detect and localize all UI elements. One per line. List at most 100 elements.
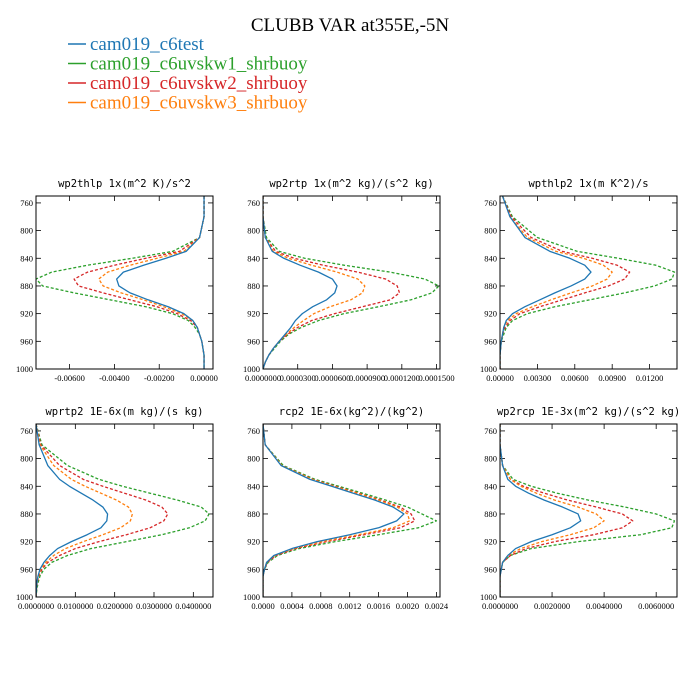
series-line <box>263 196 440 369</box>
panel-title: wpthlp2 1x(m K^2)/s <box>528 178 648 190</box>
y-tick-label: 840 <box>484 253 497 263</box>
y-tick-label: 1000 <box>243 592 260 602</box>
series-line <box>116 196 205 369</box>
y-tick-label: 920 <box>20 537 33 547</box>
y-tick-label: 1000 <box>243 364 260 374</box>
x-tick-label: 0.0040000 <box>586 601 622 611</box>
x-tick-label: 0.0001500 <box>418 373 454 383</box>
series-line <box>98 196 205 369</box>
y-tick-label: 960 <box>20 336 33 346</box>
x-tick-label: 0.00300 <box>524 373 552 383</box>
x-tick-label: -0.00200 <box>144 373 174 383</box>
x-tick-label: 0.0000900 <box>349 373 385 383</box>
x-tick-label: 0.0020000 <box>534 601 570 611</box>
panel-frame <box>499 195 678 370</box>
y-tick-label: 920 <box>20 309 33 319</box>
x-tick-label: 0.0000000 <box>245 373 281 383</box>
x-tick-label: 0.00000 <box>486 373 514 383</box>
x-tick-label: 0.00000 <box>190 373 218 383</box>
panel-title: wprtp2 1E-6x(m kg)/(s kg) <box>45 406 203 418</box>
panel: wp2thlp 1x(m^2 K)/s^2 760 800 840 880 920 960 1… <box>16 178 218 383</box>
series-line <box>263 196 338 369</box>
panel: wprtp2 1E-6x(m kg)/(s kg) 760 800 840 880 920… <box>16 406 214 611</box>
y-tick-label: 840 <box>247 481 260 491</box>
y-tick-label: 760 <box>247 426 260 436</box>
panel-frame <box>35 423 214 598</box>
x-tick-label: 0.0000300 <box>280 373 316 383</box>
x-tick-label: 0.0001200 <box>384 373 420 383</box>
legend-entry: cam019_c6uvskw1_shrbuoy <box>90 54 308 75</box>
y-tick-label: 920 <box>484 309 497 319</box>
y-tick-label: 760 <box>484 426 497 436</box>
y-tick-label: 920 <box>247 309 260 319</box>
x-tick-label: 0.0004 <box>280 601 304 611</box>
y-tick-label: 1000 <box>16 364 33 374</box>
series-line <box>500 424 605 597</box>
y-tick-label: 1000 <box>16 592 33 602</box>
x-tick-label: 0.00900 <box>598 373 626 383</box>
y-tick-label: 800 <box>20 226 33 236</box>
panel-frame <box>35 195 214 370</box>
y-tick-label: 760 <box>20 198 33 208</box>
x-tick-label: 0.0012 <box>338 601 361 611</box>
x-tick-label: 0.0100000 <box>57 601 93 611</box>
panel-frame <box>262 423 441 598</box>
y-tick-label: 880 <box>247 281 260 291</box>
y-tick-label: 880 <box>484 509 497 519</box>
panel-title: wp2rtp 1x(m^2 kg)/(s^2 kg) <box>269 178 433 190</box>
series-line <box>36 196 205 369</box>
series-line <box>263 424 438 597</box>
y-tick-label: 960 <box>247 336 260 346</box>
y-tick-label: 960 <box>484 336 497 346</box>
x-tick-label: 0.0300000 <box>136 601 172 611</box>
y-tick-label: 760 <box>247 198 260 208</box>
y-tick-label: 840 <box>20 481 33 491</box>
y-tick-label: 1000 <box>480 592 497 602</box>
y-tick-label: 1000 <box>480 364 497 374</box>
legend-entry: cam019_c6uvskw2_shrbuoy <box>90 73 308 94</box>
series-line <box>73 196 205 369</box>
panel: wp2rtp 1x(m^2 kg)/(s^2 kg) 760 800 840 880 92… <box>243 178 455 383</box>
y-tick-label: 800 <box>247 454 260 464</box>
y-tick-label: 880 <box>247 509 260 519</box>
y-tick-label: 840 <box>20 253 33 263</box>
figure-title: CLUBB VAR at355E,-5N <box>251 15 450 36</box>
x-tick-label: 0.01200 <box>636 373 664 383</box>
y-tick-label: 960 <box>484 564 497 574</box>
y-tick-label: 760 <box>484 198 497 208</box>
series-line <box>36 424 210 597</box>
x-tick-label: 0.0020 <box>396 601 419 611</box>
x-tick-label: 0.0000000 <box>482 601 518 611</box>
x-tick-label: 0.0200000 <box>97 601 133 611</box>
x-tick-label: 0.0060000 <box>638 601 674 611</box>
series-line <box>263 424 411 597</box>
legend: cam019_c6testcam019_c6uvskw1_shrbuoycam0… <box>68 34 308 114</box>
panels-grid: wp2thlp 1x(m^2 K)/s^2 760 800 840 880 920 960 1… <box>16 178 680 611</box>
x-tick-label: 0.0024 <box>425 601 449 611</box>
panel-title: wp2thlp 1x(m^2 K)/s^2 <box>58 178 191 190</box>
y-tick-label: 760 <box>20 426 33 436</box>
panel-title: wp2rcp 1E-3x(m^2 kg)/(s^2 kg) <box>497 406 680 418</box>
x-tick-label: 0.0000600 <box>314 373 350 383</box>
series-line <box>36 424 169 597</box>
x-tick-label: -0.00400 <box>99 373 129 383</box>
series-line <box>263 424 416 597</box>
panel-frame <box>499 423 678 598</box>
series-line <box>263 424 405 597</box>
y-tick-label: 960 <box>247 564 260 574</box>
y-tick-label: 840 <box>484 481 497 491</box>
panel: rcp2 1E-6x(kg^2)/(kg^2) 760 800 840 880 920 96… <box>243 406 449 611</box>
series-line <box>500 424 676 597</box>
panel-title: rcp2 1E-6x(kg^2)/(kg^2) <box>279 406 424 418</box>
x-tick-label: 0.00600 <box>561 373 589 383</box>
x-tick-label: 0.0016 <box>367 601 390 611</box>
y-tick-label: 920 <box>484 537 497 547</box>
series-line <box>36 424 109 597</box>
y-tick-label: 920 <box>247 537 260 547</box>
y-tick-label: 880 <box>20 281 33 291</box>
y-tick-label: 800 <box>20 454 33 464</box>
series-line <box>500 196 676 369</box>
y-tick-label: 800 <box>484 226 497 236</box>
legend-entry: cam019_c6uvskw3_shrbuoy <box>90 93 308 114</box>
